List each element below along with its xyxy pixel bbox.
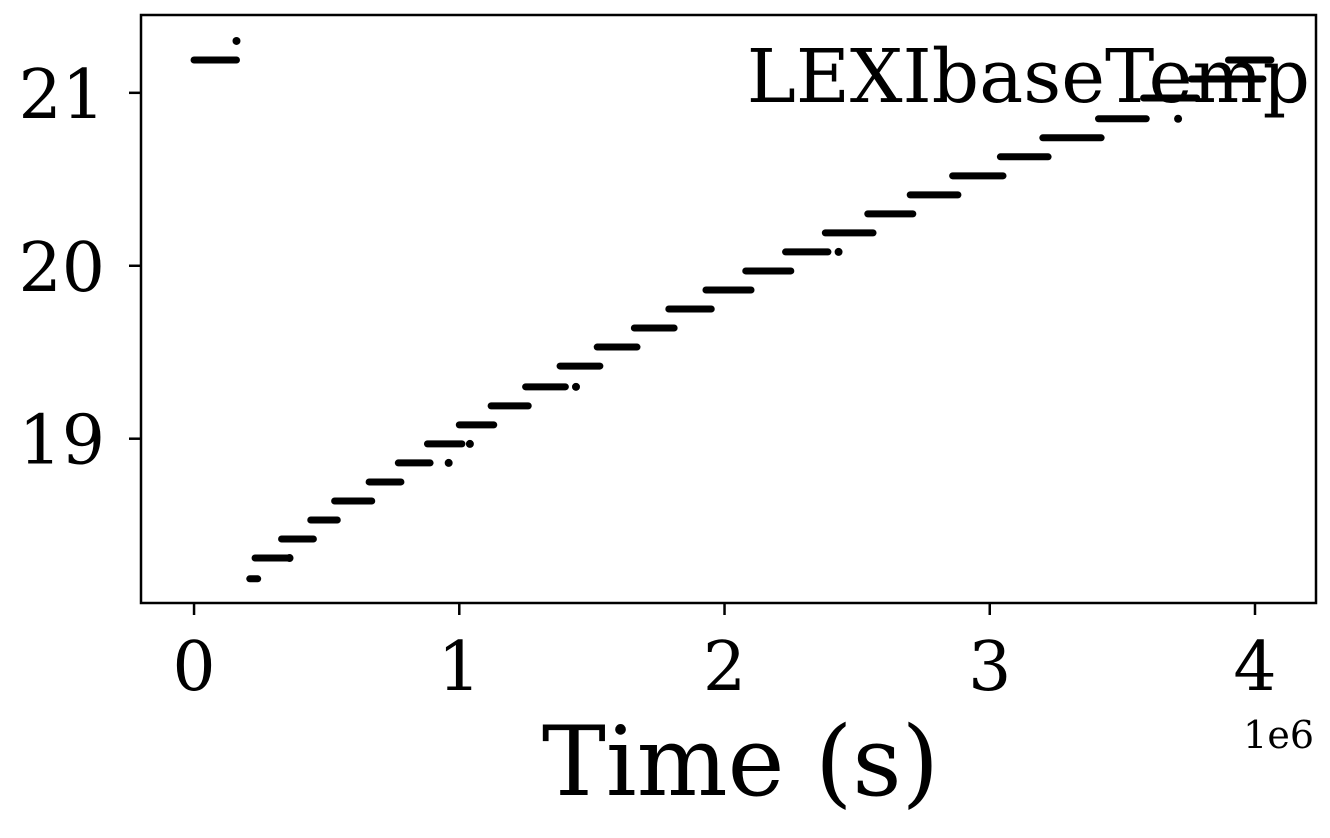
x-tick-label: 1	[438, 628, 481, 707]
plot-frame	[139, 13, 1318, 605]
data-marks	[190, 36, 1275, 583]
data-point	[232, 36, 241, 45]
x-axis-label: Time (s)	[542, 706, 939, 818]
x-tick-label: 2	[703, 628, 746, 707]
y-tick-label: 21	[18, 56, 105, 135]
x-tick-label: 0	[172, 628, 215, 707]
data-point	[285, 554, 294, 563]
x-axis-offset-text: 1e6	[1243, 713, 1314, 757]
x-tick-label: 4	[1233, 628, 1276, 707]
data-point	[834, 247, 843, 256]
data-point	[465, 439, 474, 448]
legend-label: LEXIbaseTemp	[747, 34, 1310, 120]
x-tick-label: 3	[968, 628, 1011, 707]
data-point	[444, 458, 453, 467]
y-axis-ticks: 19 20 21	[18, 56, 141, 481]
y-tick-label: 20	[18, 229, 105, 308]
data-point	[1174, 114, 1183, 123]
x-axis-ticks: 0 1 2 3 4	[172, 603, 1277, 707]
y-tick-label: 19	[18, 402, 105, 481]
data-point	[571, 382, 580, 391]
